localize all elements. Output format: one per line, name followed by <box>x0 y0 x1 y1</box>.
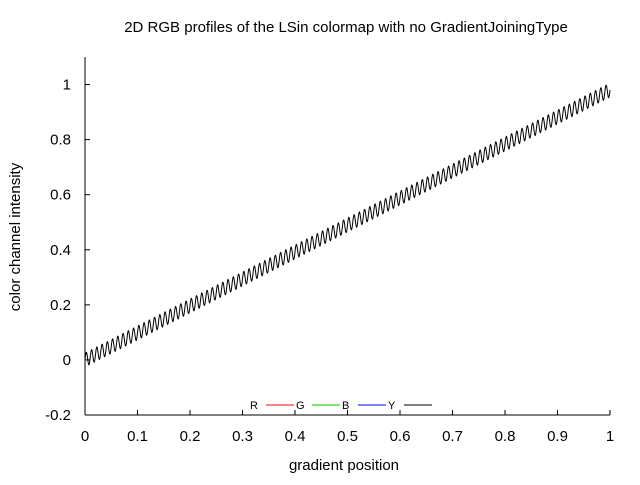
legend-label-g: G <box>296 400 305 412</box>
x-tick-label: 0.9 <box>547 428 568 445</box>
x-tick-label: 0.3 <box>232 428 253 445</box>
y-tick-label: 0.2 <box>50 297 71 314</box>
x-tick-label: 0.2 <box>180 428 201 445</box>
y-tick-label: -0.2 <box>45 407 71 424</box>
y-tick-label: 0.6 <box>50 187 71 204</box>
y-tick-label: 0.4 <box>50 242 71 259</box>
x-tick-label: 0.4 <box>285 428 306 445</box>
series-line-y <box>84 84 611 366</box>
legend-label-r: R <box>250 400 258 412</box>
y-tick-label: 1 <box>63 77 71 94</box>
tick-marks <box>84 84 611 416</box>
y-axis-label: color channel intensity <box>7 162 24 311</box>
series-lines <box>84 84 611 366</box>
legend-label-b: B <box>342 400 349 412</box>
y-tick-label: 0 <box>63 352 71 369</box>
x-tick-label: 0.8 <box>495 428 516 445</box>
x-tick-label: 1 <box>606 428 614 445</box>
chart-title: 2D RGB profiles of the LSin colormap wit… <box>124 19 568 36</box>
x-tick-label: 0.7 <box>442 428 463 445</box>
legend-label-y: Y <box>388 400 396 412</box>
x-axis-label: gradient position <box>289 457 399 474</box>
tick-labels: 0 0.1 0.2 0.3 0.4 0.5 0.6 0.7 0.8 0.9 1 -0.2 0 0.2 0.4… <box>45 77 614 445</box>
x-tick-label: 0.5 <box>337 428 358 445</box>
x-tick-label: 0.6 <box>390 428 411 445</box>
x-tick-label: 0 <box>81 428 89 445</box>
y-tick-label: 0.8 <box>50 132 71 149</box>
x-tick-label: 0.1 <box>127 428 148 445</box>
